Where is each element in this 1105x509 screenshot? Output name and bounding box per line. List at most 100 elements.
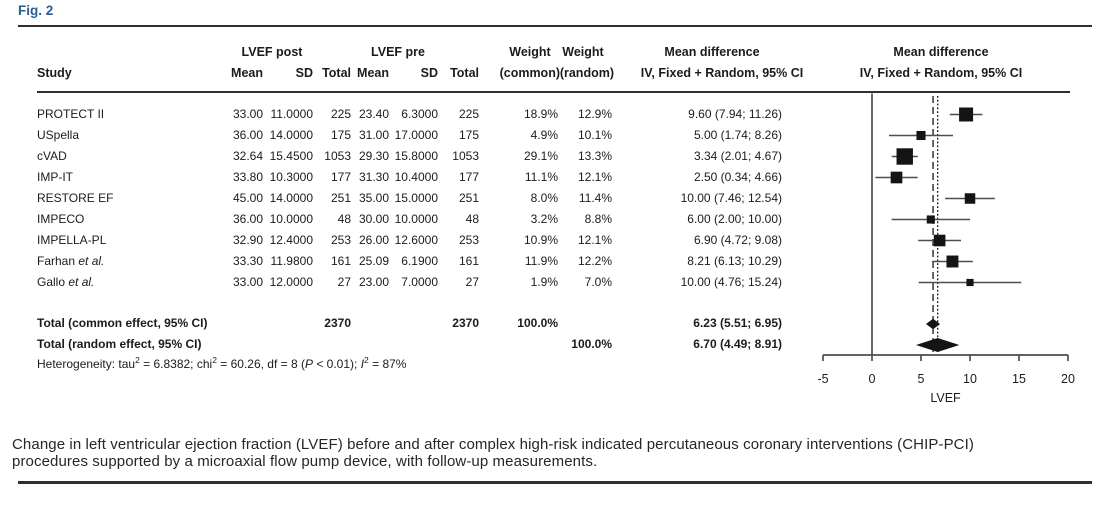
cell-md-text: 9.60 (7.94; 11.26) <box>688 107 782 121</box>
caption-line-2: procedures supported by a microaxial flo… <box>12 453 598 470</box>
total-random-row: Total (random effect, 95% CI) 100.0% 6.70 … <box>0 334 800 355</box>
cell-total-post: 175 <box>330 128 351 142</box>
study-name: Gallo et al. <box>37 272 227 293</box>
cell-w-common: 29.1% <box>523 149 558 163</box>
cell-total-post: 225 <box>330 107 351 121</box>
cell-w-random: 8.8% <box>584 212 612 226</box>
effect-square <box>926 215 935 224</box>
text-segment: Total (random effect, 95% CI) <box>37 337 202 351</box>
diamond-common-effect <box>925 318 941 330</box>
cell-w-common: 10.9% <box>523 233 558 247</box>
cell-w-common: 4.9% <box>530 128 558 142</box>
cell-sd-post: 11.9800 <box>270 254 314 268</box>
study-name: cVAD <box>37 146 227 167</box>
text-segment: IMPECO <box>37 212 85 226</box>
study-name: IMPECO <box>37 209 227 230</box>
cell-mean-post: 33.80 <box>232 170 263 184</box>
diamond-random-effect <box>916 338 960 352</box>
text-segment: Heterogeneity: tau <box>37 357 136 371</box>
cell-w-random: 10.1% <box>577 128 612 142</box>
cell-w-random: 12.1% <box>577 233 612 247</box>
axis-tick-label: 0 <box>869 372 876 386</box>
header-common-sub: (common) <box>499 66 560 80</box>
header-mean-difference-text: Mean difference <box>664 45 760 59</box>
cell-w-common: 11.1% <box>524 170 558 184</box>
axis-tick-label: 20 <box>1061 372 1075 386</box>
cell-w-common: 18.9% <box>523 107 558 121</box>
cell-mean-post: 32.64 <box>232 149 263 163</box>
cell-mean-post: 33.00 <box>232 275 263 289</box>
cell-sd-post: 14.0000 <box>269 128 313 142</box>
cell-mean-pre: 25.09 <box>358 254 389 268</box>
cell-total-pre: 225 <box>458 107 479 121</box>
cell-w-random: 100.0% <box>571 337 612 351</box>
cell-total-pre: 161 <box>458 254 479 268</box>
cell-total-post: 253 <box>330 233 351 247</box>
cell-w-common: 11.9% <box>524 254 558 268</box>
effect-square <box>916 130 926 141</box>
text-segment: P <box>304 357 313 371</box>
cell-total-post: 161 <box>330 254 351 268</box>
cell-sd-pre: 17.0000 <box>394 128 438 142</box>
cell-w-random: 7.0% <box>584 275 612 289</box>
effect-square <box>896 148 913 165</box>
effect-square <box>890 171 903 184</box>
cell-sd-post: 15.4500 <box>269 149 313 163</box>
cell-md-text: 10.00 (7.46; 12.54) <box>680 191 782 205</box>
axis-label: LVEF <box>930 391 961 405</box>
cell-w-common: 100.0% <box>517 316 558 330</box>
header-lvef-pre: LVEF pre <box>371 45 425 59</box>
effect-square <box>959 107 974 122</box>
header-sd-post: SD <box>295 66 313 80</box>
cell-md-text: 6.00 (2.00; 10.00) <box>687 212 782 226</box>
cell-total-post: 251 <box>330 191 351 205</box>
cell-total-pre: 1053 <box>452 149 479 163</box>
cell-md-text: 6.90 (4.72; 9.08) <box>693 233 782 247</box>
header-mean-difference-plot: Mean difference <box>893 45 989 59</box>
text-segment: Farhan <box>37 254 79 268</box>
cell-w-common: 1.9% <box>530 275 558 289</box>
text-segment: Gallo <box>37 275 69 289</box>
cell-mean-pre: 26.00 <box>358 233 389 247</box>
cell-mean-post: 45.00 <box>232 191 263 205</box>
cell-mean-pre: 31.30 <box>358 170 389 184</box>
figure-label: Fig. 2 <box>18 3 54 18</box>
cell-md-text: 2.50 (0.34; 4.66) <box>693 170 782 184</box>
caption-line-1: Change in left ventricular ejection frac… <box>12 436 974 453</box>
text-segment: et al. <box>78 254 105 268</box>
axis-tick-label: 5 <box>918 372 925 386</box>
study-name: Farhan et al. <box>37 251 227 272</box>
study-name: IMP-IT <box>37 167 227 188</box>
cell-mean-pre: 23.40 <box>358 107 389 121</box>
header-lvef-post: LVEF post <box>241 45 303 59</box>
header-random-sub: (random) <box>559 66 614 80</box>
table-row: IMP-IT 33.80 10.3000 177 31.30 10.4000 177 11.1… <box>0 167 800 188</box>
table-row: Gallo et al. 33.00 12.0000 27 23.00 7.0000 27 1… <box>0 272 800 293</box>
cell-total-post: 48 <box>337 212 351 226</box>
total-common-row: Total (common effect, 95% CI) 2370 2370 100… <box>0 313 800 334</box>
cell-mean-post: 36.00 <box>232 212 263 226</box>
text-segment: = 60.26, df = 8 ( <box>216 357 305 371</box>
table-row: IMPELLA-PL 32.90 12.4000 253 26.00 12.6000 253… <box>0 230 800 251</box>
top-rule <box>18 25 1092 27</box>
cell-md-text: 10.00 (4.76; 15.24) <box>680 275 782 289</box>
cell-sd-post: 10.3000 <box>269 170 313 184</box>
cell-w-random: 12.1% <box>577 170 612 184</box>
cell-w-random: 12.9% <box>577 107 612 121</box>
header-weight-random: Weight <box>562 45 604 59</box>
cell-md-text: 6.23 (5.51; 6.95) <box>693 316 782 330</box>
study-name: Total (random effect, 95% CI) <box>37 334 227 355</box>
cell-total-pre: 177 <box>458 170 479 184</box>
table-row: cVAD 32.64 15.4500 1053 29.30 15.8000 1053 29.1… <box>0 146 800 167</box>
text-segment: 2 <box>364 355 369 365</box>
header-rule <box>37 91 1070 93</box>
table-row: Farhan et al. 33.30 11.9800 161 25.09 6.1900 1… <box>0 251 800 272</box>
cell-mean-post: 32.90 <box>232 233 263 247</box>
cell-mean-post: 33.30 <box>232 254 263 268</box>
cell-mean-pre: 30.00 <box>358 212 389 226</box>
text-segment: I <box>360 357 365 371</box>
cell-sd-post: 11.0000 <box>270 107 314 121</box>
cell-sd-pre: 6.3000 <box>401 107 438 121</box>
text-segment: PROTECT II <box>37 107 105 121</box>
